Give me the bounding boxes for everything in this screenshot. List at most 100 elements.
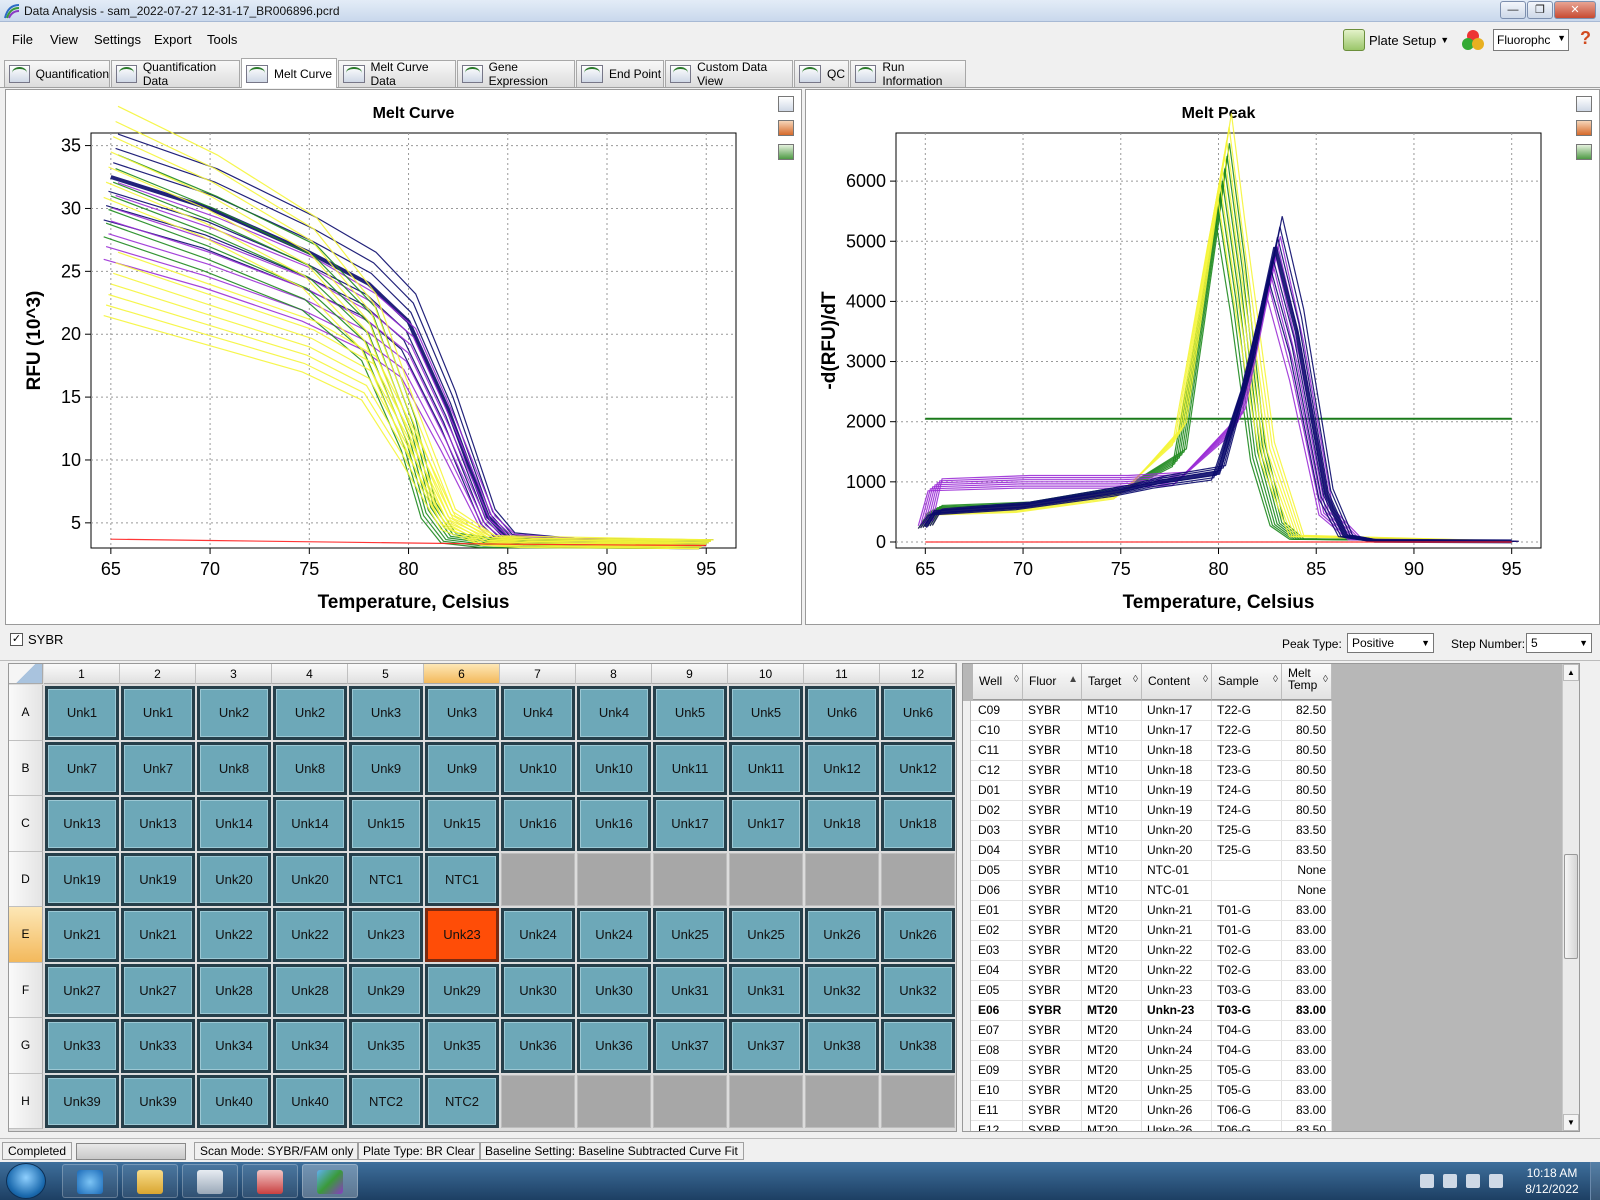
tab-melt-curve[interactable]: Melt Curve [241, 58, 337, 88]
export-icon[interactable] [1576, 144, 1592, 160]
plate-well[interactable] [729, 1074, 803, 1128]
table-row[interactable]: E06 SYBR MT20 Unkn-23 T03-G 83.00 [963, 1001, 1332, 1021]
table-row[interactable]: D01 SYBR MT10 Unkn-19 T24-G 80.50 [963, 781, 1332, 801]
plate-well[interactable]: Unk27 [121, 963, 195, 1017]
tab-quantification-data[interactable]: Quantification Data [111, 60, 240, 88]
plate-well[interactable]: NTC1 [349, 852, 423, 906]
plate-well[interactable]: Unk27 [45, 963, 119, 1017]
plate-well[interactable]: Unk2 [197, 686, 271, 740]
maximize-button[interactable]: ❐ [1527, 1, 1553, 19]
plate-well[interactable]: Unk18 [805, 797, 879, 851]
plate-well[interactable]: Unk37 [653, 1019, 727, 1073]
table-row[interactable]: E11 SYBR MT20 Unkn-26 T06-G 83.00 [963, 1101, 1332, 1121]
table-row[interactable]: E02 SYBR MT20 Unkn-21 T01-G 83.00 [963, 921, 1332, 941]
table-row[interactable]: C09 SYBR MT10 Unkn-17 T22-G 82.50 [963, 701, 1332, 721]
row-selector[interactable] [963, 861, 971, 881]
plate-well[interactable]: NTC2 [425, 1074, 499, 1128]
row-selector[interactable] [963, 1001, 971, 1021]
column-header-fluor[interactable]: Fluor ▲ [1023, 664, 1082, 700]
plate-well[interactable]: Unk15 [349, 797, 423, 851]
plate-well[interactable]: Unk33 [45, 1019, 119, 1073]
plate-well[interactable]: Unk26 [805, 908, 879, 962]
table-row[interactable]: E03 SYBR MT20 Unkn-22 T02-G 83.00 [963, 941, 1332, 961]
table-row[interactable]: E04 SYBR MT20 Unkn-22 T02-G 83.00 [963, 961, 1332, 981]
row-selector[interactable] [963, 961, 971, 981]
row-selector[interactable] [963, 721, 971, 741]
plate-well[interactable]: Unk36 [577, 1019, 651, 1073]
table-scrollbar[interactable]: ▲ ▼ [1562, 664, 1579, 1131]
column-header-melt-temp[interactable]: Melt Temp ◊ [1282, 664, 1332, 700]
plate-well[interactable]: Unk6 [881, 686, 955, 740]
taskbar-snipping-tool[interactable] [242, 1164, 298, 1198]
peak-type-select[interactable]: Positive ▼ [1347, 633, 1434, 653]
taskbar-cfx-manager[interactable] [302, 1164, 358, 1198]
row-selector[interactable] [963, 701, 971, 721]
melt-curve-chart[interactable]: Melt Curve 65 70 75 80 85 90 95 5 10 15 20 25 30 35 Tem… [6, 90, 766, 624]
row-selector[interactable] [963, 781, 971, 801]
plate-well[interactable]: Unk11 [729, 741, 803, 795]
plate-well[interactable]: Unk24 [577, 908, 651, 962]
plate-well[interactable]: Unk14 [197, 797, 271, 851]
minimize-button[interactable]: — [1500, 1, 1526, 19]
taskbar-browser[interactable] [62, 1164, 118, 1198]
taskbar-clock[interactable]: 10:18 AM 8/12/2022 [1517, 1165, 1587, 1197]
plate-well[interactable] [729, 852, 803, 906]
row-selector[interactable] [963, 801, 971, 821]
plate-well[interactable]: Unk16 [501, 797, 575, 851]
plate-well[interactable]: Unk8 [273, 741, 347, 795]
plate-well[interactable]: Unk1 [121, 686, 195, 740]
chart-options-icon[interactable] [778, 120, 794, 136]
menu-settings[interactable]: Settings [94, 32, 141, 47]
plate-well[interactable]: Unk5 [729, 686, 803, 740]
plate-well[interactable]: Unk31 [729, 963, 803, 1017]
help-icon[interactable]: ? [1580, 28, 1591, 48]
table-row[interactable]: C12 SYBR MT10 Unkn-18 T23-G 80.50 [963, 761, 1332, 781]
row-selector[interactable] [963, 741, 971, 761]
table-row[interactable]: C10 SYBR MT10 Unkn-17 T22-G 80.50 [963, 721, 1332, 741]
menu-tools[interactable]: Tools [207, 32, 238, 47]
plate-well[interactable]: Unk30 [501, 963, 575, 1017]
plate-well[interactable] [881, 1074, 955, 1128]
row-selector[interactable] [963, 981, 971, 1001]
tab-melt-curve-data[interactable]: Melt Curve Data [338, 60, 456, 88]
plate-well[interactable]: Unk17 [729, 797, 803, 851]
plate-well[interactable]: NTC1 [425, 852, 499, 906]
tab-quantification[interactable]: Quantification [4, 60, 110, 87]
plate-well[interactable]: Unk32 [805, 963, 879, 1017]
plate-well[interactable]: Unk26 [881, 908, 955, 962]
tray-expand-icon[interactable] [1420, 1174, 1434, 1188]
plate-well[interactable]: Unk12 [881, 741, 955, 795]
close-button[interactable]: ✕ [1554, 1, 1596, 19]
row-selector[interactable] [963, 761, 971, 781]
scroll-up-icon[interactable]: ▲ [1563, 664, 1579, 681]
table-row[interactable]: E08 SYBR MT20 Unkn-24 T04-G 83.00 [963, 1041, 1332, 1061]
row-selector[interactable] [963, 1081, 971, 1101]
plate-well[interactable]: Unk39 [121, 1074, 195, 1128]
show-desktop-button[interactable] [1590, 1162, 1600, 1200]
plate-well[interactable]: Unk35 [349, 1019, 423, 1073]
tab-run-information[interactable]: Run Information [850, 60, 966, 88]
plate-well[interactable]: Unk29 [425, 963, 499, 1017]
menu-file[interactable]: File [12, 32, 33, 47]
copy-icon[interactable] [778, 96, 794, 112]
plate-well[interactable]: Unk25 [653, 908, 727, 962]
volume-icon[interactable] [1489, 1174, 1503, 1188]
plate-well[interactable] [501, 852, 575, 906]
plate-column-header[interactable]: 7 [500, 664, 576, 684]
plate-well[interactable]: Unk3 [425, 686, 499, 740]
plate-well[interactable]: Unk12 [805, 741, 879, 795]
plate-row-header[interactable]: C [9, 796, 43, 852]
plate-well[interactable]: Unk20 [273, 852, 347, 906]
plate-well[interactable] [653, 1074, 727, 1128]
plate-row-header[interactable]: A [9, 685, 43, 741]
plate-well[interactable]: Unk40 [197, 1074, 271, 1128]
table-row[interactable]: E07 SYBR MT20 Unkn-24 T04-G 83.00 [963, 1021, 1332, 1041]
table-row[interactable]: D05 SYBR MT10 NTC-01 None [963, 861, 1332, 881]
plate-well[interactable]: Unk19 [121, 852, 195, 906]
plate-well[interactable]: Unk35 [425, 1019, 499, 1073]
table-row[interactable]: D06 SYBR MT10 NTC-01 None [963, 881, 1332, 901]
plate-well[interactable] [577, 1074, 651, 1128]
plate-well-selected[interactable]: Unk23 [425, 908, 499, 962]
melt-peak-chart[interactable]: Melt Peak 65 70 75 80 85 90 95 0 1000 2000 3000 4000… [806, 90, 1566, 624]
plate-well[interactable]: Unk10 [501, 741, 575, 795]
